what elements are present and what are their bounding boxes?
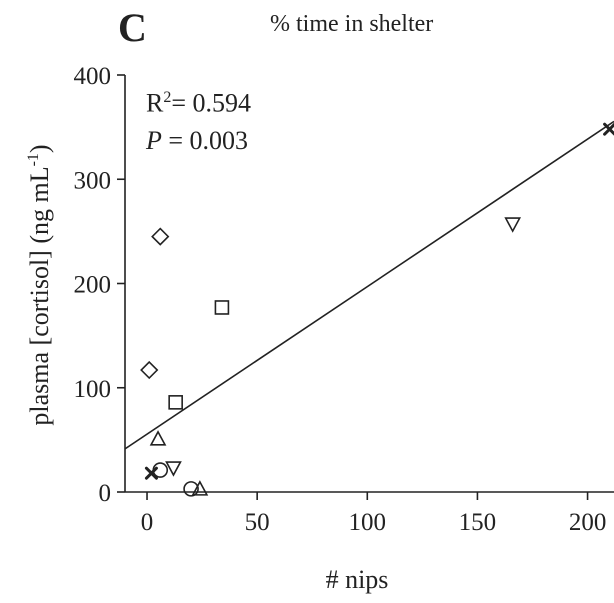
triangle-down-marker [504, 217, 522, 233]
data-points [140, 122, 614, 497]
regression-line [124, 120, 614, 450]
diamond-marker [140, 360, 159, 380]
r-squared-prefix: R [146, 88, 164, 118]
data-point-square [214, 300, 230, 315]
data-point-x [603, 122, 614, 136]
y-tick-label: 100 [74, 376, 112, 403]
triangle-up-marker [149, 430, 167, 446]
y-axis-label-superscript: -1 [25, 153, 42, 166]
x-tick-label: 100 [349, 509, 387, 536]
y-tick-label: 300 [74, 167, 112, 194]
r-squared-value: = 0.594 [171, 88, 252, 118]
y-axis-label-main: plasma [cortisol] (ng mL [25, 166, 54, 425]
x-tick-label: 0 [141, 509, 154, 536]
square-marker [214, 300, 230, 315]
r-squared-superscript: 2 [163, 89, 172, 106]
regression-layer [124, 120, 614, 450]
panel-letter: C [118, 5, 147, 50]
y-axis-label: plasma [cortisol] (ng mL-1) [25, 144, 54, 425]
square-marker [168, 395, 183, 410]
diamond-marker [151, 227, 170, 246]
x-marker-stroke [603, 122, 614, 136]
r-squared-label: R2= 0.594 [146, 90, 251, 117]
y-tick-label: 0 [99, 480, 112, 507]
x-tick-label: 200 [569, 509, 607, 536]
data-point-triangle-up [191, 480, 209, 496]
x-marker-stroke [144, 466, 158, 480]
p-value-label: P = 0.003 [146, 128, 248, 154]
axes: 0 100 200 300 400 0 50 100 150 200 [74, 63, 614, 536]
data-point-diamond [140, 360, 159, 380]
data-point-triangle-down [504, 217, 522, 233]
x-tick-label: 150 [459, 509, 497, 536]
triangle-up-marker [191, 480, 209, 496]
chart-title: % time in shelter [270, 11, 434, 37]
p-value: = 0.003 [161, 126, 249, 155]
data-point-diamond [151, 227, 170, 246]
data-point-x [144, 466, 158, 480]
data-point-square [168, 395, 183, 410]
data-point-circle [152, 462, 169, 478]
data-point-circle [183, 481, 199, 497]
triangle-down-marker [165, 461, 182, 477]
p-symbol: P [146, 126, 162, 155]
x-axis-label: # nips [326, 565, 389, 594]
data-point-triangle-up [149, 430, 167, 446]
circle-marker [183, 481, 199, 497]
y-tick-label: 400 [74, 63, 112, 90]
y-axis-label-tail: ) [25, 144, 54, 153]
y-tick-label: 200 [74, 272, 112, 299]
data-point-triangle-down [165, 461, 182, 477]
circle-marker [152, 462, 169, 478]
x-tick-label: 50 [245, 509, 270, 536]
